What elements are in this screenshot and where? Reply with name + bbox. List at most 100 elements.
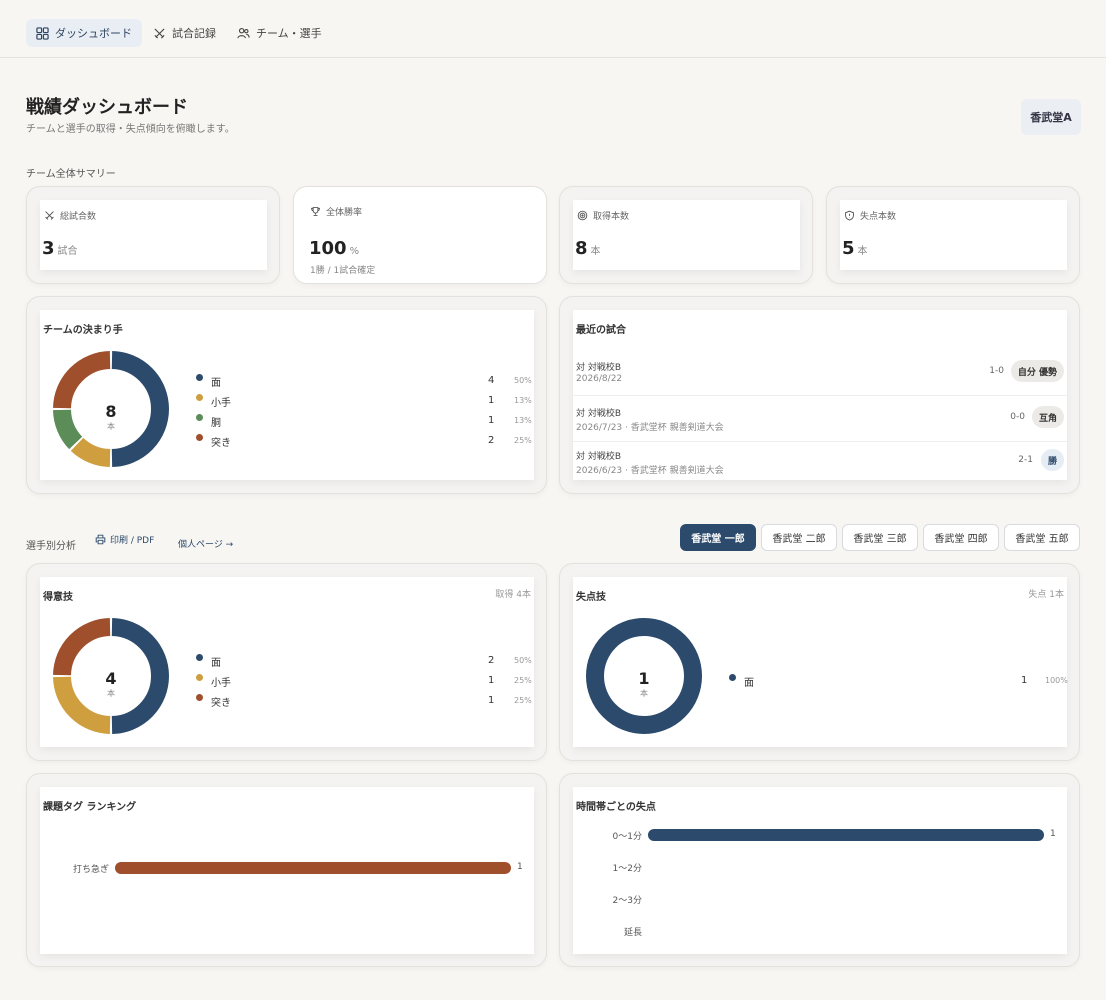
tab-team-players[interactable]: チーム・選手 [227, 19, 332, 47]
time-losses-card: 時間帯ごとの失点 0〜1分 1 1〜2分 2〜3分 延長 [559, 773, 1080, 967]
legend-dot [196, 393, 203, 401]
match-row[interactable]: 対 対戦校B 2026/6/23 · 香武堂杯 親善剣道大会 2-1 勝 [573, 441, 1067, 485]
grid-icon [36, 26, 49, 40]
bar-label: 0〜1分 [612, 832, 642, 842]
player-tab-5[interactable]: 香武堂 五郎 [1004, 524, 1080, 551]
team-selector[interactable]: 香武堂A [1021, 99, 1081, 135]
page-subtitle: チームと選手の取得・失点傾向を俯瞰します。 [26, 124, 235, 135]
bar-label: 打ち急ぎ [72, 865, 109, 875]
stat-card-points-scored: 取得本数 8 本 [559, 186, 813, 284]
page-title: 戦績ダッシュボード [26, 97, 188, 118]
shield-icon [845, 210, 854, 221]
legend-percent: 25% [514, 436, 532, 445]
swords-icon [154, 27, 165, 39]
card-title: 時間帯ごとの失点 [576, 802, 656, 813]
donut-total: 1 [638, 669, 650, 688]
donut-total: 8 [105, 402, 117, 421]
match-date: 2026/7/23 · 香武堂杯 親善剣道大会 [576, 423, 724, 433]
stat-card-points-lost: 失点本数 5 本 [826, 186, 1080, 284]
player-tab-3[interactable]: 香武堂 三郎 [842, 524, 918, 551]
legend-count: 1 [1021, 675, 1028, 686]
strong-techniques-donut [53, 618, 169, 734]
print-pdf-label: 印刷 / PDF [110, 536, 155, 546]
summary-section-label: チーム全体サマリー [26, 169, 116, 180]
legend-dot [196, 673, 203, 681]
tab-matches-label: 試合記録 [172, 27, 216, 40]
legend-item: 突き [196, 693, 231, 709]
bar-value: 1 [1050, 829, 1056, 839]
lost-techniques-donut [586, 618, 702, 734]
tab-dashboard[interactable]: ダッシュボード [26, 19, 142, 47]
match-result-badge: 互角 [1031, 406, 1064, 428]
target-icon [577, 210, 588, 221]
match-row[interactable]: 対 対戦校B 2026/8/22 1-0 自分 優勢 [573, 352, 1067, 396]
legend-label: 突き [211, 697, 231, 709]
match-row[interactable]: 対 対戦校B 2026/7/23 · 香武堂杯 親善剣道大会 0-0 互角 [573, 398, 1067, 442]
stat-unit: 本 [857, 246, 868, 257]
legend-label: 小手 [211, 677, 231, 689]
donut-segment [53, 351, 111, 409]
bar-label: 1〜2分 [612, 864, 642, 874]
print-pdf-link[interactable]: 印刷 / PDF [95, 533, 154, 546]
team-techniques-card: チームの決まり手 8 本 面 4 50% 小手 1 13% 胴 1 13% 突き 2 25% [26, 296, 547, 494]
tab-dashboard-label: ダッシュボード [55, 27, 132, 40]
top-nav: ダッシュボード 試合記録 チーム・選手 [0, 0, 1106, 58]
legend-item: 胴 [196, 413, 221, 429]
stat-unit: 試合 [57, 246, 78, 257]
tab-team-players-label: チーム・選手 [256, 27, 322, 40]
donut-unit: 本 [107, 422, 115, 431]
donut-total: 4 [105, 669, 117, 688]
card-title: 課題タグ ランキング [43, 802, 137, 813]
issue-tags-card: 課題タグ ランキング 打ち急ぎ 1 [26, 773, 547, 967]
stat-card-total-matches: 総試合数 3 試合 [26, 186, 280, 284]
match-score: 2-1 [1018, 455, 1033, 465]
donut-unit: 本 [107, 689, 115, 698]
personal-page-link[interactable]: 個人ページ → [178, 540, 234, 550]
legend-percent: 13% [514, 396, 532, 405]
donut-segment [70, 437, 111, 467]
donut-segment [53, 676, 111, 734]
match-score: 0-0 [1010, 412, 1025, 422]
stat-card-win-rate: 全体勝率 100 % 1勝 / 1試合確定 [293, 186, 547, 284]
legend-label: 小手 [211, 397, 231, 409]
legend-count: 1 [488, 695, 495, 706]
stat-unit: 本 [590, 246, 601, 257]
bar [115, 862, 511, 874]
match-opponent: 対 対戦校B [576, 452, 622, 462]
stat-value: 3 [42, 238, 55, 259]
donut-segment [111, 618, 169, 734]
legend-count: 4 [488, 375, 495, 386]
donut-unit: 本 [640, 689, 648, 698]
legend-percent: 50% [514, 376, 532, 385]
legend-dot [196, 413, 203, 421]
legend-label: 面 [744, 677, 754, 689]
strong-techniques-card: 得意技 取得 4本 4 本 面 2 50% 小手 1 25% 突き 1 25% [26, 563, 547, 761]
lost-techniques-card: 失点技 失点 1本 1 本 面 1 100% [559, 563, 1080, 761]
legend-item: 小手 [196, 673, 231, 689]
donut-segment [53, 618, 111, 676]
stat-unit: % [349, 246, 360, 257]
card-title: 最近の試合 [576, 325, 626, 336]
legend-item: 面 [196, 373, 221, 389]
player-tab-4[interactable]: 香武堂 四郎 [923, 524, 999, 551]
stat-sub: 1勝 / 1試合確定 [310, 266, 376, 276]
recent-matches-card: 最近の試合 対 対戦校B 2026/8/22 1-0 自分 優勢 対 対戦校B … [559, 296, 1080, 494]
stat-value: 8 [575, 238, 588, 259]
match-date: 2026/6/23 · 香武堂杯 親善剣道大会 [576, 466, 724, 476]
bar-label: 延長 [623, 928, 642, 938]
legend-label: 面 [211, 657, 221, 669]
player-tab-1[interactable]: 香武堂 一郎 [680, 524, 756, 551]
team-techniques-donut [53, 351, 169, 467]
tab-matches[interactable]: 試合記録 [143, 19, 226, 47]
bar [648, 829, 1044, 841]
stat-value: 100 [309, 238, 347, 259]
match-opponent: 対 対戦校B [576, 363, 622, 373]
legend-dot [196, 373, 203, 381]
legend-label: 面 [211, 377, 221, 389]
legend-dot [196, 433, 203, 441]
legend-dot [729, 673, 736, 681]
match-result-badge: 勝 [1040, 449, 1064, 471]
legend-item: 小手 [196, 393, 231, 409]
legend-count: 1 [488, 395, 495, 406]
player-tab-2[interactable]: 香武堂 二郎 [761, 524, 837, 551]
